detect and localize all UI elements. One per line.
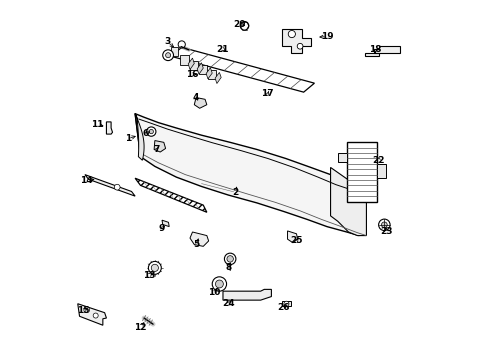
Polygon shape [207,69,215,78]
Text: 15: 15 [77,306,89,315]
Text: 22: 22 [372,156,385,165]
Polygon shape [171,47,178,56]
Polygon shape [215,72,221,84]
Text: 25: 25 [290,237,302,246]
Polygon shape [197,63,203,74]
Circle shape [165,53,170,58]
Circle shape [240,22,248,30]
Polygon shape [287,231,297,243]
Circle shape [163,50,173,60]
Text: 4: 4 [192,93,199,102]
Circle shape [178,41,185,48]
Polygon shape [180,55,188,64]
Circle shape [151,264,158,271]
Text: 7: 7 [153,145,160,154]
Circle shape [378,219,389,230]
Polygon shape [190,232,208,246]
Polygon shape [162,220,169,226]
Text: 13: 13 [143,270,155,279]
Text: 17: 17 [261,89,274,98]
Circle shape [114,184,120,190]
Polygon shape [106,122,112,134]
Polygon shape [135,114,144,160]
Polygon shape [330,167,366,235]
Polygon shape [223,289,271,300]
Polygon shape [135,178,206,212]
Text: 16: 16 [186,70,198,79]
Circle shape [226,256,233,262]
Polygon shape [199,65,206,74]
Polygon shape [154,140,165,152]
Text: 1: 1 [124,134,131,143]
Polygon shape [364,45,400,56]
Text: 8: 8 [225,264,231,273]
Text: 9: 9 [159,224,165,233]
Circle shape [381,222,386,228]
Polygon shape [190,61,198,69]
Circle shape [146,127,156,136]
Polygon shape [206,68,212,79]
Polygon shape [346,142,376,202]
Circle shape [287,31,295,38]
Circle shape [83,307,89,313]
Text: 19: 19 [320,32,333,41]
Text: 26: 26 [277,303,289,312]
Text: 18: 18 [368,45,381,54]
Circle shape [284,301,288,306]
Circle shape [215,280,223,288]
Polygon shape [188,58,194,69]
Polygon shape [194,98,206,108]
Text: 10: 10 [207,288,220,297]
Text: 20: 20 [232,19,245,28]
Text: 6: 6 [142,129,149,138]
Polygon shape [171,47,314,92]
Polygon shape [85,175,135,196]
Polygon shape [282,30,310,53]
Circle shape [148,261,161,274]
Text: 3: 3 [164,37,170,46]
Polygon shape [338,153,346,162]
Text: 2: 2 [232,188,238,197]
Text: 21: 21 [216,45,229,54]
Polygon shape [78,304,106,325]
Polygon shape [282,301,290,306]
Text: 11: 11 [91,120,103,129]
Circle shape [212,277,226,291]
Text: 5: 5 [193,240,199,249]
Circle shape [93,313,98,318]
Polygon shape [376,164,386,178]
Text: 12: 12 [134,323,146,332]
Circle shape [297,43,303,49]
Text: 23: 23 [379,228,391,237]
Text: 24: 24 [222,299,234,308]
Text: 14: 14 [80,176,93,185]
Polygon shape [135,114,359,235]
Circle shape [224,253,235,265]
Circle shape [149,130,153,134]
